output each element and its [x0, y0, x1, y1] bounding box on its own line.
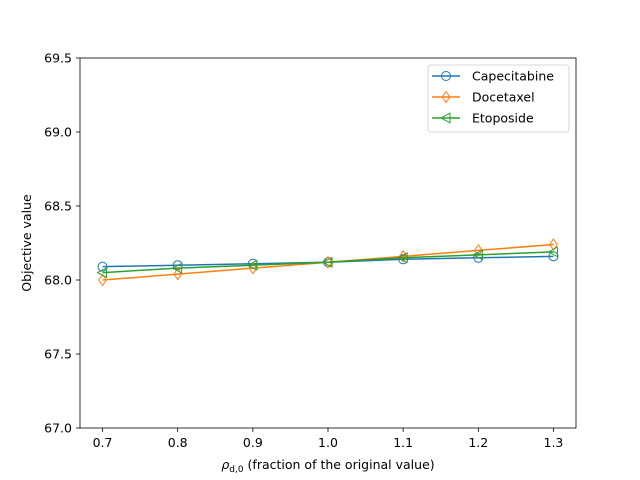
legend-marker — [439, 112, 451, 124]
x-tick-label: 1.2 — [468, 435, 488, 450]
legend-box — [427, 64, 570, 133]
x-axis-label: ρd,0 (fraction of the original value) — [221, 457, 434, 475]
y-tick-label: 69.5 — [44, 51, 72, 66]
legend: Capecitabine Docetaxel Etoposide — [427, 64, 570, 133]
x-axis: 0.7 0.8 0.9 1.0 1.1 1.2 1.3 — [93, 428, 564, 450]
legend-entry: Capecitabine — [432, 69, 554, 84]
data-point — [246, 259, 258, 271]
y-tick-label: 67.0 — [44, 421, 72, 436]
legend-label: Etoposide — [472, 111, 534, 126]
data-point — [398, 249, 408, 263]
legend-label: Docetaxel — [472, 90, 535, 105]
series-etoposide — [96, 246, 558, 279]
x-tick-label: 0.9 — [243, 435, 263, 450]
data-point — [473, 244, 483, 257]
data-point — [397, 252, 408, 264]
data-point — [97, 261, 108, 272]
series-line — [102, 251, 554, 274]
data-point — [96, 266, 108, 279]
x-tick-label: 1.1 — [393, 435, 413, 450]
legend-marker — [441, 71, 451, 81]
data-point — [549, 238, 558, 251]
legend-entry: Docetaxel — [432, 90, 535, 105]
x-tick-label: 1.0 — [318, 435, 338, 450]
x-tick-label: 0.8 — [168, 435, 188, 450]
y-axis: 67.0 67.5 68.0 68.5 69.0 69.5 — [44, 51, 80, 436]
x-tick-label: 1.3 — [544, 435, 564, 450]
y-tick-label: 67.5 — [44, 347, 72, 362]
data-point — [472, 249, 483, 261]
data-point — [98, 273, 107, 287]
data-point — [547, 246, 558, 258]
y-axis-label: Objective value — [19, 194, 34, 292]
y-tick-label: 69.0 — [44, 125, 72, 140]
data-point — [171, 262, 183, 274]
y-tick-label: 68.5 — [44, 199, 72, 214]
x-tick-label: 0.7 — [93, 435, 113, 450]
legend-entry: Etoposide — [432, 111, 534, 126]
data-point — [321, 256, 333, 268]
series-layer — [96, 238, 559, 287]
legend-label: Capecitabine — [472, 69, 554, 84]
legend-marker — [441, 90, 451, 104]
y-tick-label: 68.0 — [44, 273, 72, 288]
